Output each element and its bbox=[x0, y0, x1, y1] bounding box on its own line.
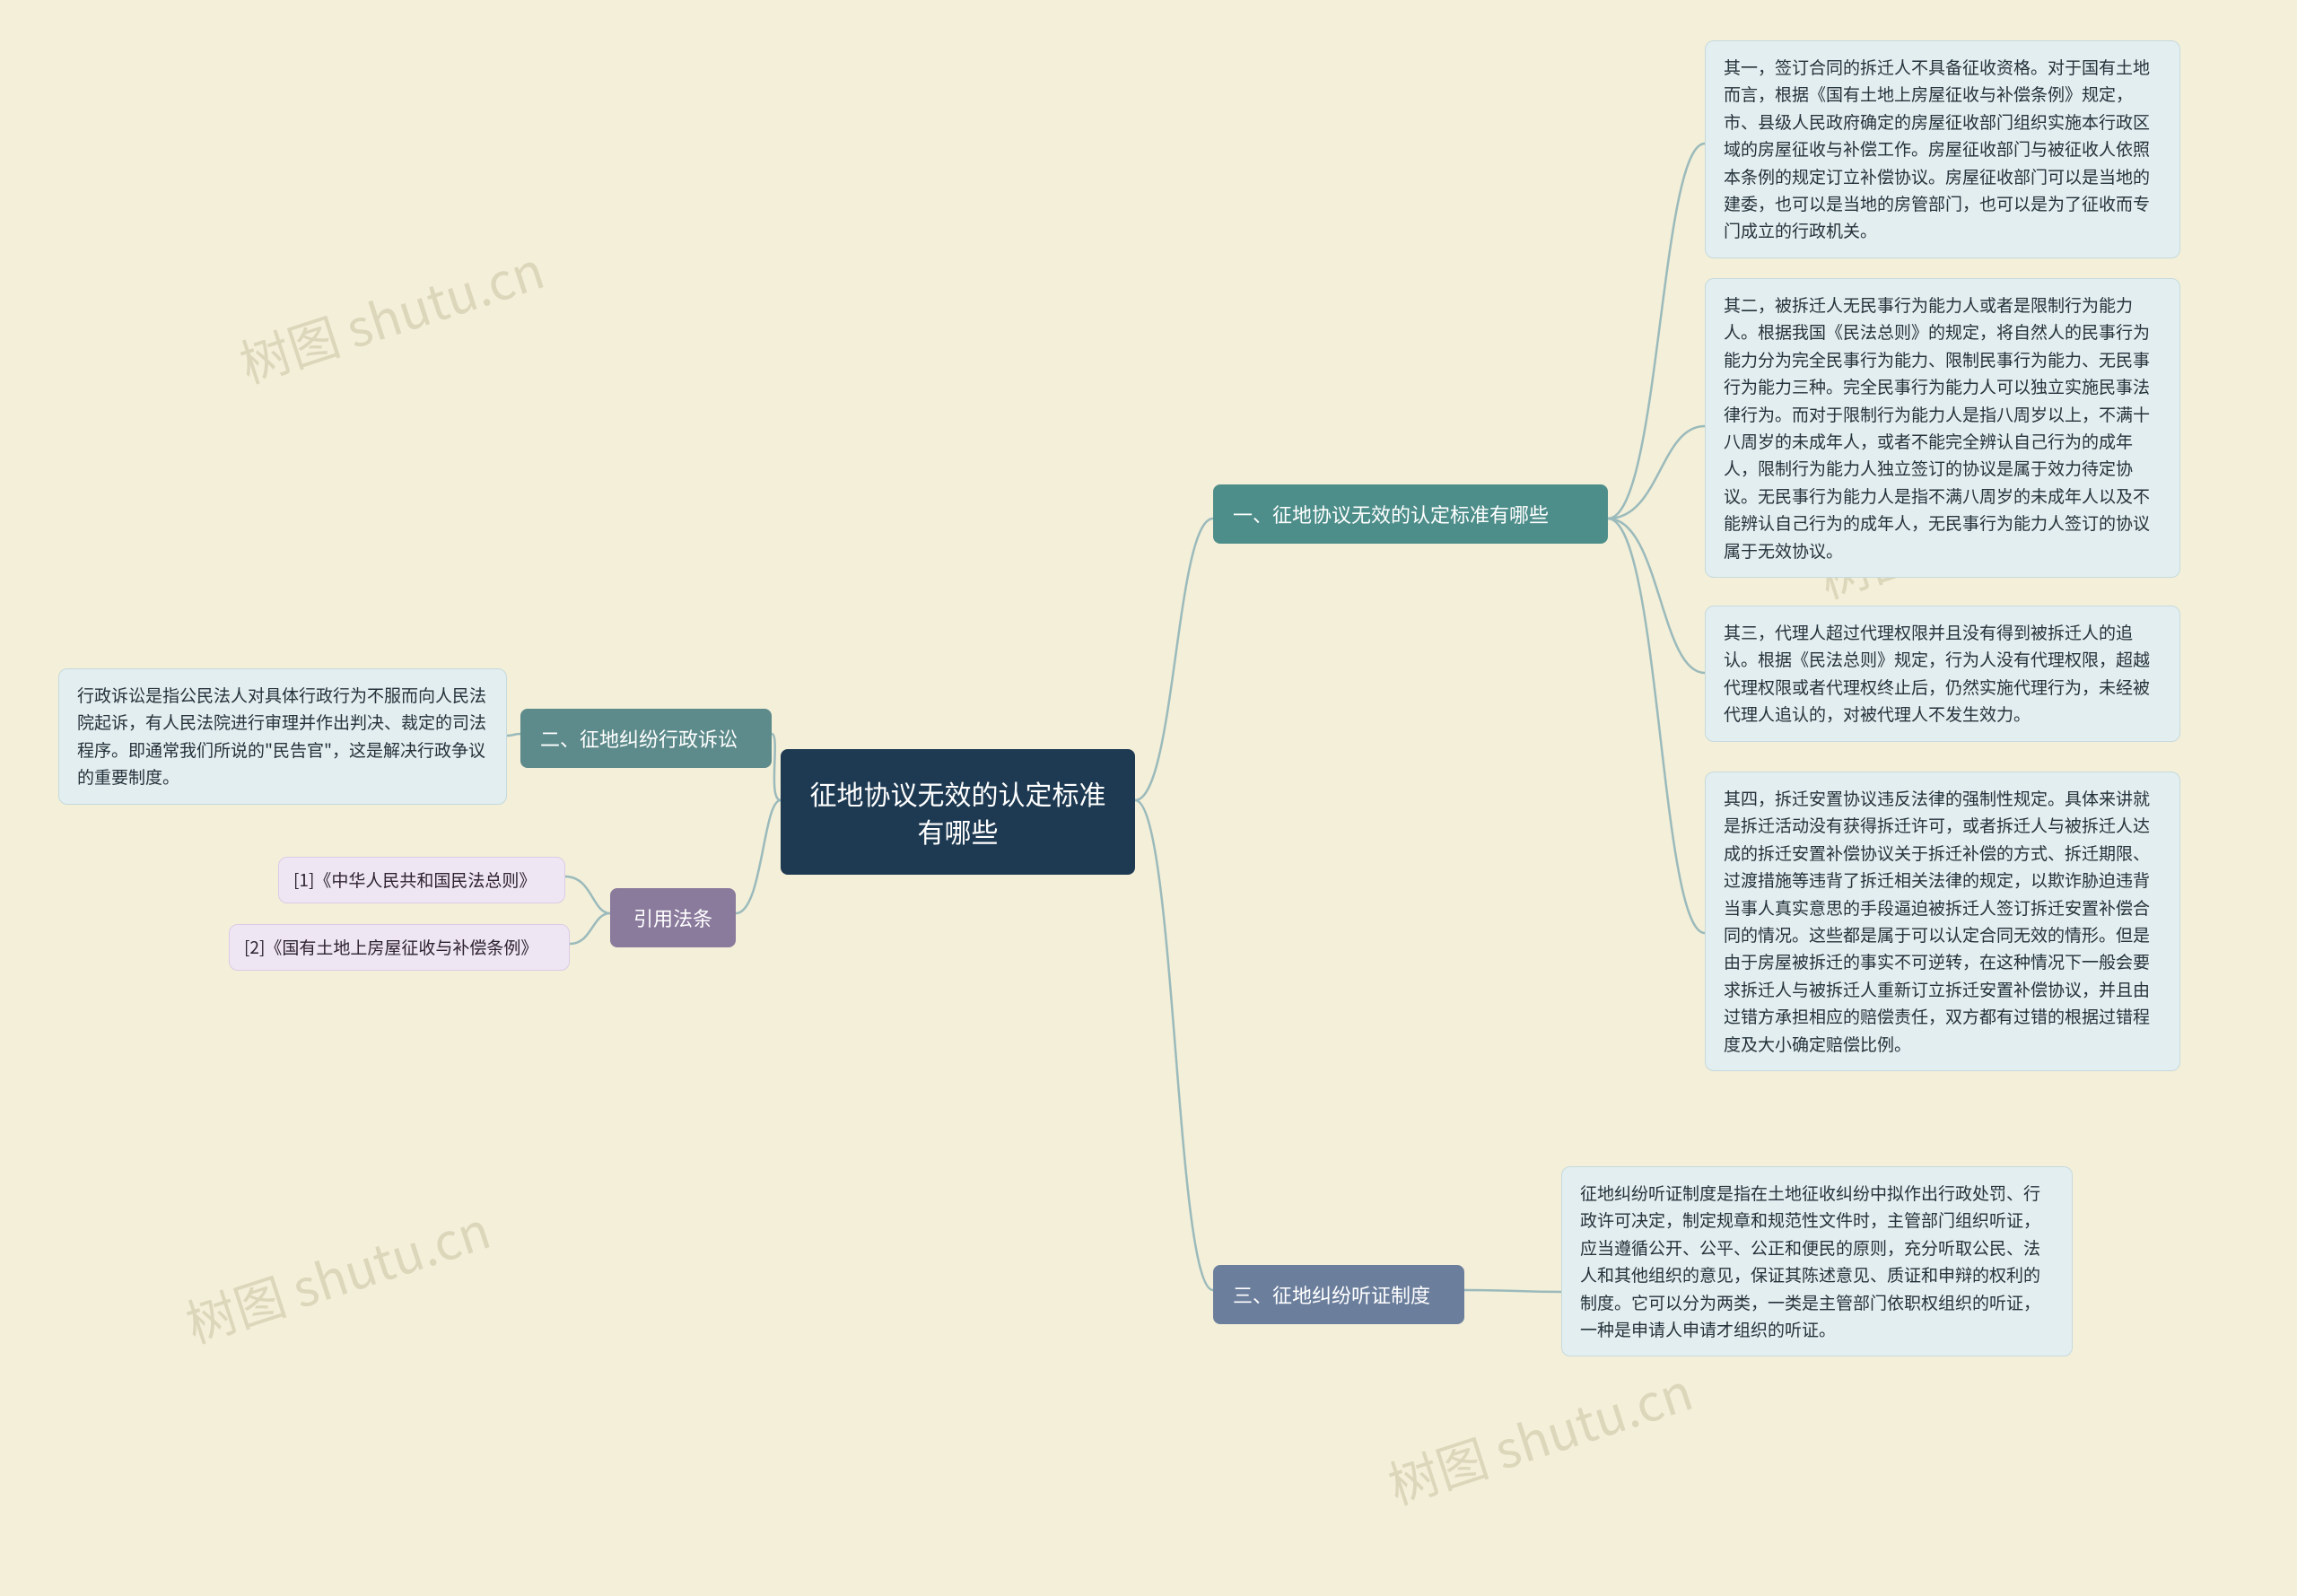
branch-label: 三、征地纠纷听证制度 bbox=[1233, 1280, 1430, 1309]
root-node[interactable]: 征地协议无效的认定标准有哪些 bbox=[781, 749, 1135, 875]
leaf-criteria-2[interactable]: 其二，被拆迁人无民事行为能力人或者是限制行为能力人。根据我国《民法总则》的规定，… bbox=[1705, 278, 2180, 578]
leaf-reference-1[interactable]: [1]《中华人民共和国民法总则》 bbox=[278, 857, 565, 903]
branch-label: 二、征地纠纷行政诉讼 bbox=[540, 724, 738, 753]
branch-node-criteria[interactable]: 一、征地协议无效的认定标准有哪些 bbox=[1213, 484, 1608, 544]
watermark: 树图 shutu.cn bbox=[1378, 1353, 1700, 1520]
branch-node-litigation[interactable]: 二、征地纠纷行政诉讼 bbox=[520, 709, 772, 768]
leaf-text: 其二，被拆迁人无民事行为能力人或者是限制行为能力人。根据我国《民法总则》的规定，… bbox=[1724, 292, 2150, 563]
branch-label: 一、征地协议无效的认定标准有哪些 bbox=[1233, 500, 1549, 528]
leaf-text: 其四，拆迁安置协议违反法律的强制性规定。具体来讲就是拆迁活动没有获得拆迁许可，或… bbox=[1724, 786, 2150, 1056]
branch-label: 引用法条 bbox=[633, 903, 712, 932]
watermark: 树图 shutu.cn bbox=[230, 231, 552, 398]
leaf-hearing-1[interactable]: 征地纠纷听证制度是指在土地征收纠纷中拟作出行政处罚、行政许可决定，制定规章和规范… bbox=[1561, 1166, 2073, 1356]
leaf-text: 行政诉讼是指公民法人对具体行政行为不服而向人民法院起诉，有人民法院进行审理并作出… bbox=[77, 683, 486, 789]
leaf-text: [1]《中华人民共和国民法总则》 bbox=[293, 868, 536, 892]
leaf-reference-2[interactable]: [2]《国有土地上房屋征收与补偿条例》 bbox=[229, 924, 570, 971]
leaf-text: [2]《国有土地上房屋征收与补偿条例》 bbox=[244, 935, 537, 959]
leaf-litigation-1[interactable]: 行政诉讼是指公民法人对具体行政行为不服而向人民法院起诉，有人民法院进行审理并作出… bbox=[58, 668, 507, 805]
leaf-criteria-4[interactable]: 其四，拆迁安置协议违反法律的强制性规定。具体来讲就是拆迁活动没有获得拆迁许可，或… bbox=[1705, 772, 2180, 1071]
branch-node-hearing[interactable]: 三、征地纠纷听证制度 bbox=[1213, 1265, 1464, 1324]
leaf-text: 其一，签订合同的拆迁人不具备征收资格。对于国有土地而言，根据《国有土地上房屋征收… bbox=[1724, 55, 2150, 242]
leaf-criteria-3[interactable]: 其三，代理人超过代理权限并且没有得到被拆迁人的追认。根据《民法总则》规定，行为人… bbox=[1705, 606, 2180, 742]
watermark: 树图 shutu.cn bbox=[176, 1191, 498, 1358]
leaf-text: 征地纠纷听证制度是指在土地征收纠纷中拟作出行政处罚、行政许可决定，制定规章和规范… bbox=[1580, 1181, 2040, 1341]
leaf-text: 其三，代理人超过代理权限并且没有得到被拆迁人的追认。根据《民法总则》规定，行为人… bbox=[1724, 620, 2150, 726]
leaf-criteria-1[interactable]: 其一，签订合同的拆迁人不具备征收资格。对于国有土地而言，根据《国有土地上房屋征收… bbox=[1705, 40, 2180, 258]
branch-node-references[interactable]: 引用法条 bbox=[610, 888, 736, 947]
root-label: 征地协议无效的认定标准有哪些 bbox=[810, 773, 1106, 850]
